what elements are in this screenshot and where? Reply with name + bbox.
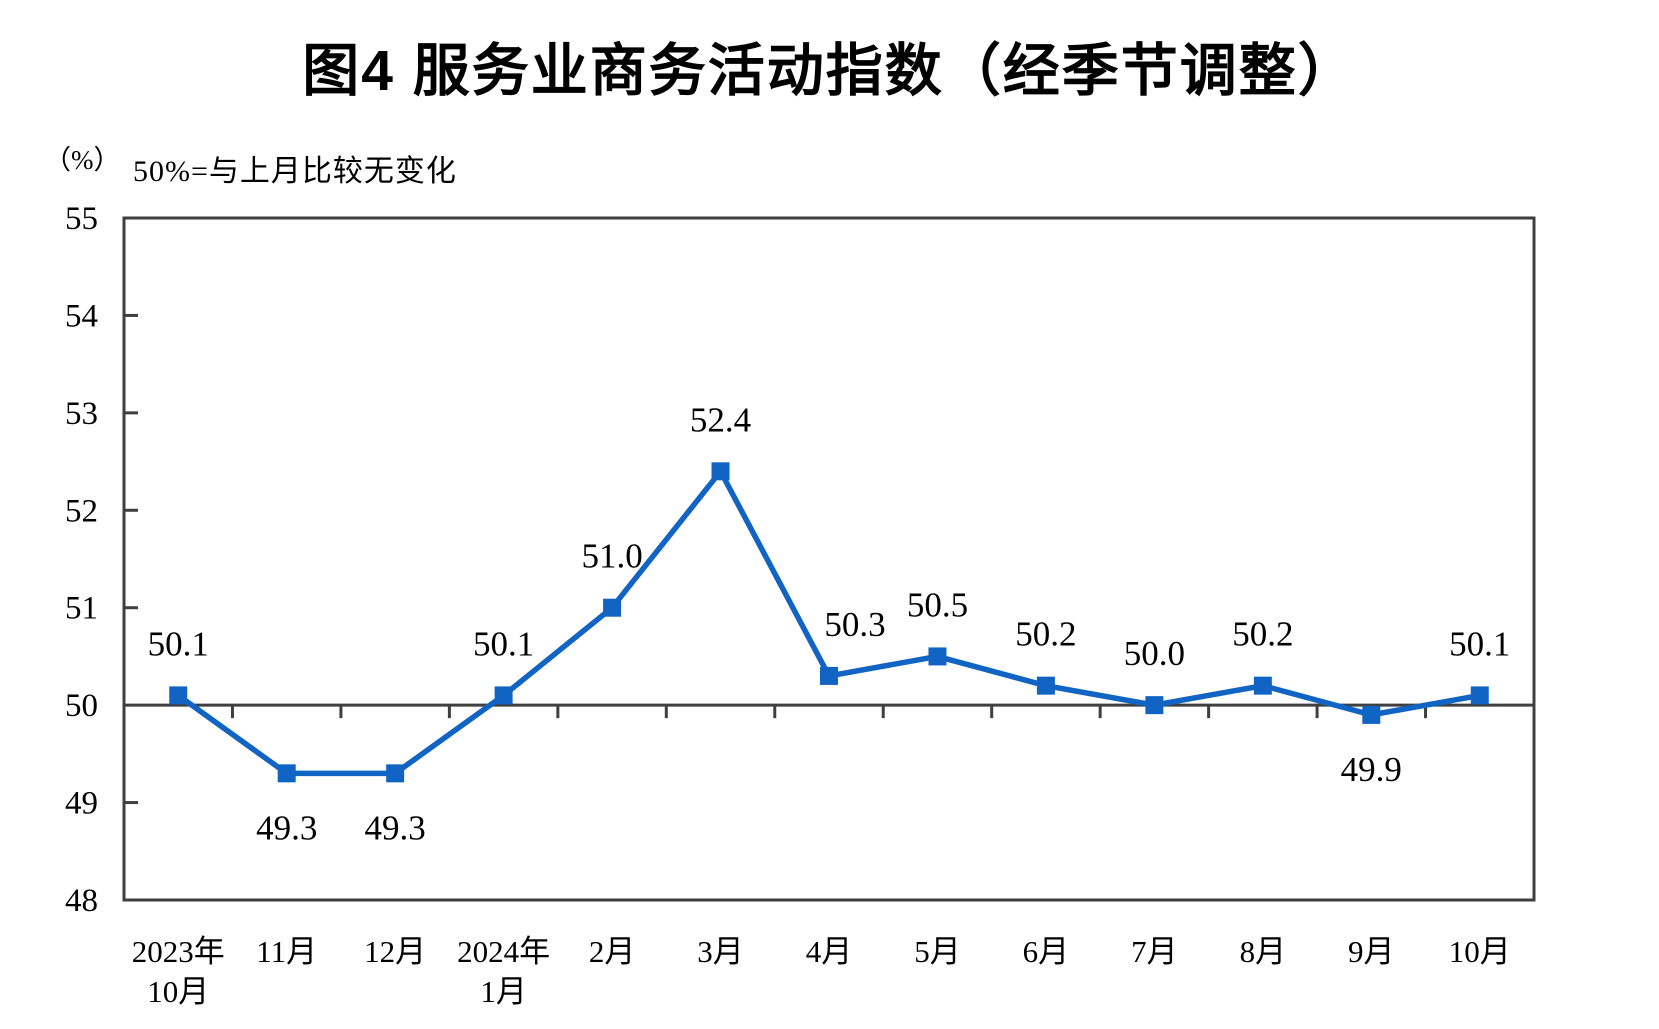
plot-border [122, 216, 1536, 902]
data-point-marker [711, 462, 730, 481]
y-axis-tick-label: 49 [65, 786, 98, 822]
data-point-label: 50.3 [824, 605, 885, 644]
data-point-marker [1145, 696, 1164, 715]
subtitle-note: 50%=与上月比较无变化 [133, 155, 457, 188]
data-point-label: 49.3 [256, 808, 317, 847]
x-axis-category-label: 8月 [1240, 934, 1287, 969]
y-axis-tick-label: 51 [65, 591, 98, 627]
data-point-marker [1362, 705, 1381, 724]
x-axis-category-label: 11月 [256, 934, 317, 969]
x-axis-category-label: 2023年 10月 [132, 934, 225, 1009]
y-axis-tick-label: 53 [65, 396, 98, 432]
x-axis-category-label: 12月 [364, 934, 426, 969]
x-axis-category-label: 2月 [589, 934, 636, 969]
y-axis-tick-label: 52 [65, 493, 98, 529]
x-axis-category-label: 7月 [1131, 934, 1178, 969]
y-axis-tick-label: 48 [65, 883, 98, 919]
x-axis-category-label: 2024年 1月 [457, 934, 550, 1009]
y-axis-unit-label: （%） [44, 145, 121, 175]
data-point-label: 50.2 [1232, 615, 1293, 654]
data-point-label: 51.0 [581, 537, 642, 576]
x-axis-category-label: 9月 [1348, 934, 1395, 969]
data-point-label: 50.1 [148, 624, 209, 663]
data-point-label: 50.1 [473, 624, 534, 663]
data-point-label: 50.1 [1449, 624, 1510, 663]
data-point-label: 50.5 [907, 585, 968, 624]
data-point-marker [603, 598, 622, 617]
y-axis-tick-label: 55 [65, 201, 98, 237]
y-axis-tick-label: 50 [65, 688, 98, 724]
data-point-label: 52.4 [690, 400, 751, 439]
data-point-marker [1036, 676, 1055, 695]
x-axis-category-label: 4月 [806, 934, 853, 969]
data-point-label: 49.9 [1341, 750, 1402, 789]
x-axis-category-label: 3月 [697, 934, 744, 969]
data-point-marker [928, 647, 947, 666]
chart-title: 图4 服务业商务活动指数（经季节调整） [302, 39, 1357, 103]
data-point-marker [820, 666, 838, 685]
x-axis-category-label: 10月 [1449, 934, 1511, 969]
data-point-label: 49.3 [365, 808, 426, 847]
data-point-marker [1470, 686, 1489, 705]
data-point-marker [277, 764, 296, 783]
data-point-label: 50.0 [1124, 634, 1185, 673]
x-axis-category-label: 6月 [1023, 934, 1070, 969]
data-point-label: 50.2 [1015, 615, 1076, 654]
data-point-marker [1253, 676, 1272, 695]
data-point-marker [169, 686, 188, 705]
y-axis-tick-label: 54 [65, 298, 98, 334]
data-point-marker [494, 686, 513, 705]
x-axis-category-label: 5月 [914, 934, 961, 969]
data-point-marker [386, 764, 405, 783]
